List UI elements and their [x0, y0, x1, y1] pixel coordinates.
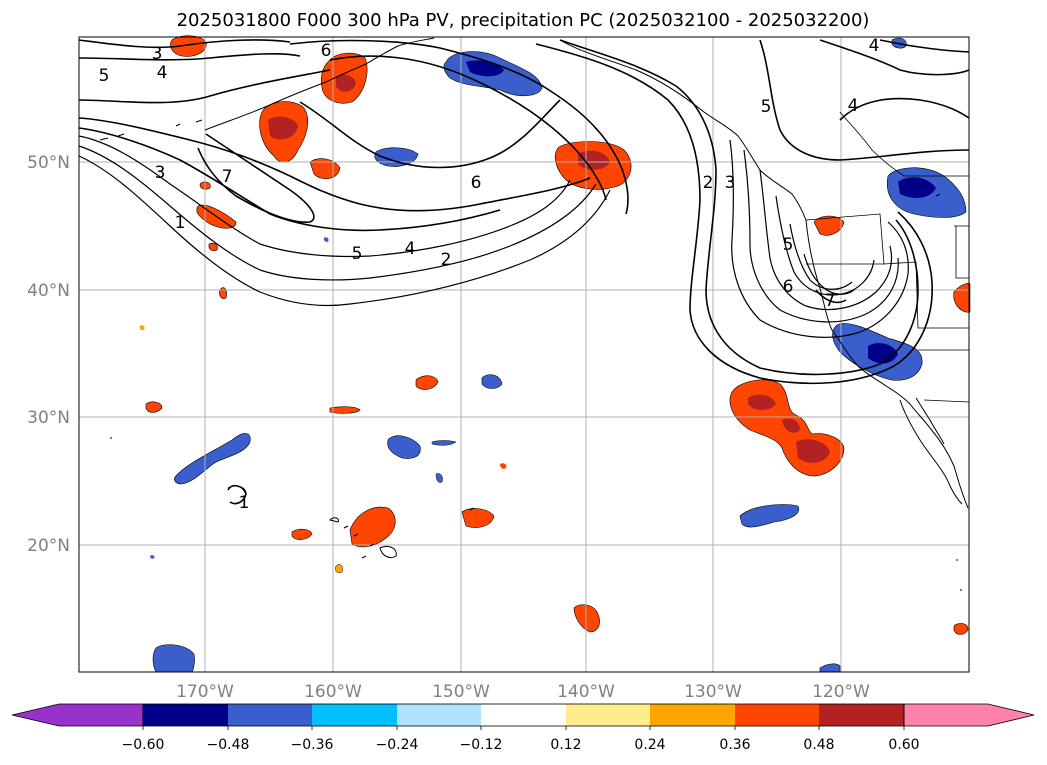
- colorbar-bin: [650, 704, 735, 726]
- colorbar-tick-label: −0.60: [122, 737, 165, 753]
- colorbar-bin: [819, 704, 904, 726]
- contour-label: 3: [152, 44, 163, 64]
- contour-label: 2: [703, 173, 714, 193]
- lon-label: 170°W: [176, 682, 234, 702]
- graticule: [79, 37, 969, 672]
- lon-label: 140°W: [557, 682, 615, 702]
- lat-label: 50°N: [27, 153, 70, 173]
- lon-label: 160°W: [304, 682, 362, 702]
- colorbar-tick-label: 0.60: [888, 737, 919, 753]
- lon-label: 150°W: [432, 682, 490, 702]
- colorbar-under-extension: [11, 703, 144, 727]
- colorbar-tick-label: −0.12: [460, 737, 503, 753]
- political-borders: [805, 111, 970, 403]
- lon-label: 120°W: [812, 682, 870, 702]
- colorbar-tick-label: 0.48: [803, 737, 834, 753]
- contour-label: 5: [761, 97, 772, 117]
- pv-contours: [78, 39, 970, 505]
- contour-label: 5: [99, 66, 110, 86]
- colorbar-bin: [143, 704, 228, 726]
- positive-anomaly-area: [139, 35, 971, 635]
- contour-label: 4: [848, 96, 859, 116]
- contour-label: 3: [725, 173, 736, 193]
- contour-label: 6: [321, 41, 332, 61]
- contour-label: 4: [869, 36, 880, 56]
- colorbar-tick-label: 0.24: [634, 737, 665, 753]
- map-frame: [78, 36, 970, 673]
- colorbar-tick-label: −0.36: [291, 737, 334, 753]
- latitude-labels: 50°N 40°N 30°N 20°N: [27, 153, 70, 556]
- contour-label: 1: [175, 213, 186, 233]
- colorbar-tick-label: −0.24: [376, 737, 419, 753]
- colorbar-bin: [228, 704, 312, 726]
- map-background: [79, 37, 969, 672]
- lat-label: 20°N: [27, 536, 70, 556]
- lat-label: 40°N: [27, 281, 70, 301]
- contour-label: 4: [157, 63, 168, 83]
- colorbar-tick-label: 0.12: [550, 737, 581, 753]
- colorbar-over-extension: [903, 703, 1035, 727]
- colorbar-ticks: [142, 726, 905, 730]
- contour-label: 6: [783, 277, 794, 297]
- contour-label: 2: [441, 250, 452, 270]
- coastlines: [99, 37, 969, 591]
- lon-label: 130°W: [684, 682, 742, 702]
- map-panel: 5 3 6 4 3 7 1 5 4 2 6 2 3 5 4 4 5 6 7 1: [78, 35, 971, 673]
- contour-labels: 5 3 6 4 3 7 1 5 4 2 6 2 3 5 4 4 5 6 7 1: [99, 36, 880, 513]
- colorbar-bin: [481, 704, 566, 726]
- colorbar-frame: [142, 703, 905, 727]
- negative-anomaly-area: [150, 37, 967, 673]
- colorbar-bin: [397, 704, 481, 726]
- colorbar: −0.60 −0.48 −0.36 −0.24 −0.12 0.12 0.24 …: [11, 703, 1035, 753]
- colorbar-bin: [735, 704, 819, 726]
- contour-label: 1: [239, 493, 250, 513]
- contour-label: 4: [405, 239, 416, 259]
- contour-label: 7: [222, 167, 233, 187]
- contour-label: 5: [352, 244, 363, 264]
- colorbar-bin: [566, 704, 650, 726]
- precipitation-anomaly-layer: [139, 35, 971, 673]
- contour-label: 7: [825, 291, 836, 311]
- contour-label: 5: [783, 235, 794, 255]
- lat-label: 30°N: [27, 408, 70, 428]
- colorbar-tick-label: −0.48: [207, 737, 250, 753]
- colorbar-tick-label: 0.36: [719, 737, 750, 753]
- colorbar-bin: [312, 704, 397, 726]
- map-title: 2025031800 F000 300 hPa PV, precipitatio…: [177, 10, 870, 31]
- longitude-labels: 170°W 160°W 150°W 140°W 130°W 120°W: [176, 682, 870, 702]
- contour-label: 3: [155, 163, 166, 183]
- contour-label: 6: [471, 173, 482, 193]
